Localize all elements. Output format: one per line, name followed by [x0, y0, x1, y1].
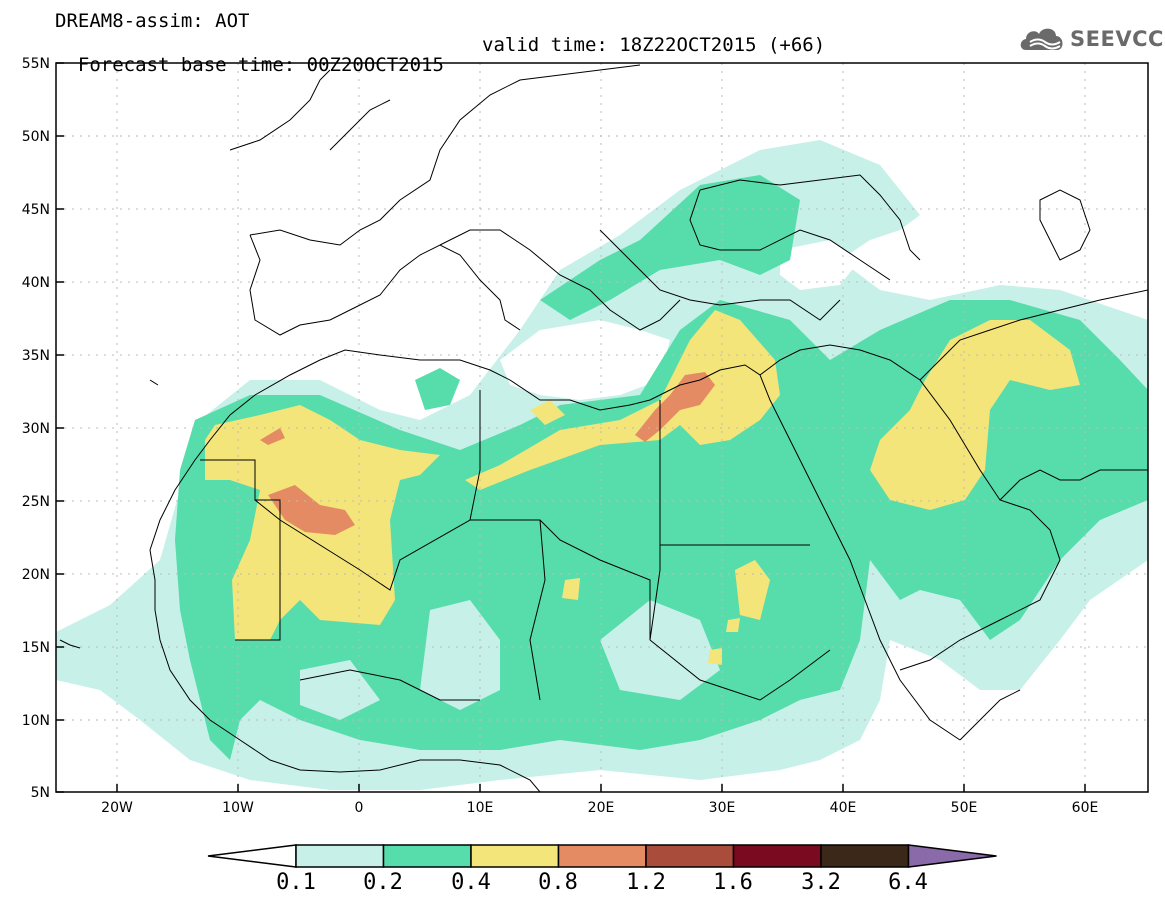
seevccc-logo: SEEVCCC — [1018, 22, 1165, 56]
colorbar-label: 0.2 — [363, 870, 403, 895]
lat-label: 45N — [22, 202, 50, 218]
aot-band-0.8 — [268, 485, 355, 535]
graticule — [56, 63, 1148, 792]
lon-labels: 20W 10W 0 10E 20E 30E 40E 50E 60E — [101, 800, 1098, 816]
lon-label: 10E — [467, 800, 494, 816]
lat-label: 40N — [22, 275, 50, 291]
lat-label: 5N — [31, 785, 50, 801]
colorbar-label: 0.4 — [451, 870, 491, 895]
colorbar-label: 1.2 — [626, 870, 666, 895]
colorbar-swatch — [382, 844, 472, 868]
colorbar-label: 1.6 — [713, 870, 753, 895]
colorbar-swatch — [820, 844, 910, 868]
colorbar — [207, 844, 997, 868]
lat-label: 30N — [22, 421, 50, 437]
colorbar-swatch — [470, 844, 560, 868]
colorbar-swatch — [295, 844, 385, 868]
base-time: Forecast base time: 00Z20OCT2015 — [77, 54, 444, 76]
lon-label: 60E — [1072, 800, 1099, 816]
lat-label: 10N — [22, 713, 50, 729]
cloud-icon — [1020, 28, 1063, 50]
lon-label: 10W — [222, 800, 254, 816]
lat-label: 15N — [22, 640, 50, 656]
coastlines — [59, 64, 1148, 792]
aot-band-0.2 — [175, 300, 1148, 760]
colorbar-label: 3.2 — [801, 870, 841, 895]
colorbar-arrow-high — [907, 844, 997, 868]
clear-mediterranean — [500, 320, 670, 400]
lat-label: 50N — [22, 129, 50, 145]
lat-labels: 55N 50N 45N 40N 35N 30N 25N 20N 15N 10N … — [22, 56, 50, 801]
axis-ticks — [56, 62, 1086, 793]
lon-label: 50E — [951, 800, 978, 816]
colorbar-label: 0.1 — [276, 870, 316, 895]
lat-label: 55N — [22, 56, 50, 72]
lat-label: 25N — [22, 494, 50, 510]
lon-label: 30E — [709, 800, 736, 816]
time-info: Forecast base time: 00Z20OCT2015 valid t… — [55, 35, 825, 95]
map-title: DREAM8-assim: AOT — [55, 10, 250, 32]
logo-text: SEEVCCC — [1070, 27, 1165, 51]
lat-label: 35N — [22, 348, 50, 364]
lat-label: 20N — [22, 567, 50, 583]
colorbar-swatch — [557, 844, 647, 868]
colorbar-arrow-low — [207, 844, 297, 868]
aot-field — [56, 140, 1148, 790]
lon-label: 20E — [588, 800, 615, 816]
colorbar-label: 0.8 — [538, 870, 578, 895]
colorbar-swatch — [645, 844, 735, 868]
colorbar-swatch — [732, 844, 822, 868]
lon-label: 40E — [830, 800, 857, 816]
lon-label: 20W — [101, 800, 133, 816]
valid-time: valid time: 18Z22OCT2015 (+66) — [482, 34, 826, 56]
colorbar-label: 6.4 — [888, 870, 928, 895]
lon-label: 0 — [355, 800, 364, 816]
